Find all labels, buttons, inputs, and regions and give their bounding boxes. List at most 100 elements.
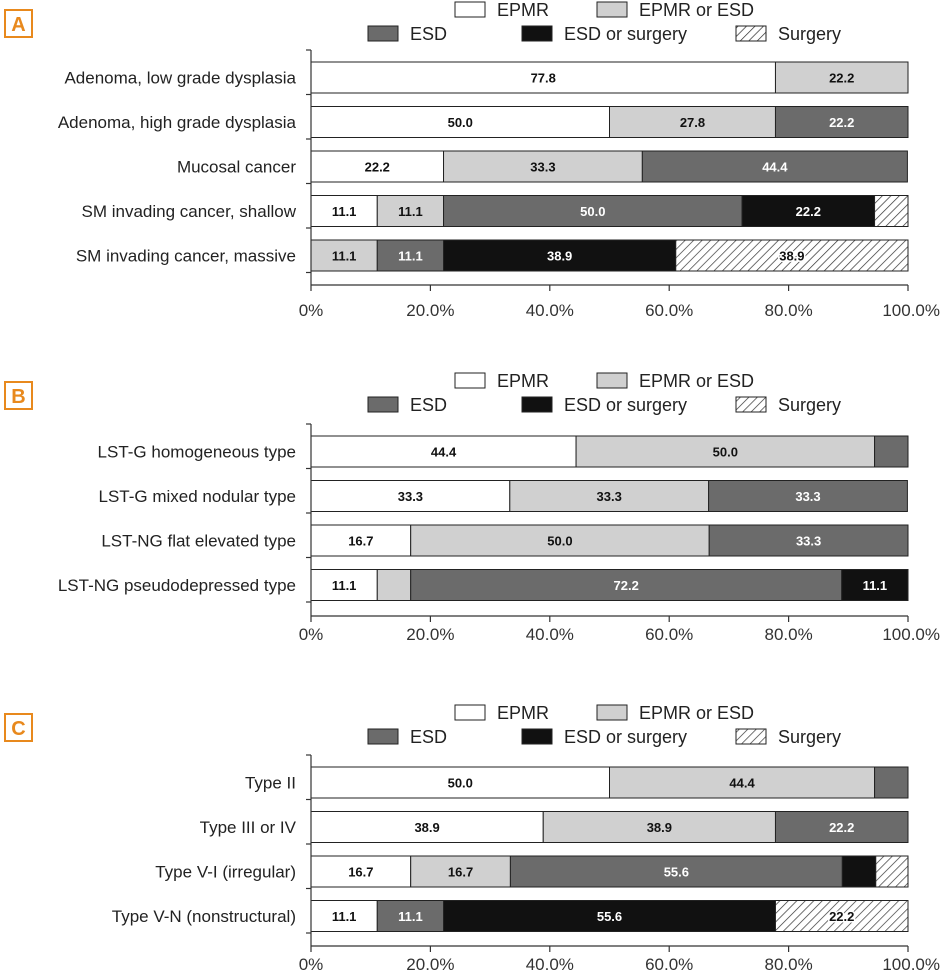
category-label: Type V-I (irregular) — [155, 863, 296, 882]
data-label: 72.2 — [614, 578, 639, 593]
x-tick-label: 40.0% — [526, 301, 574, 320]
x-tick-label: 100.0% — [882, 301, 940, 320]
legend-swatch-epmr-or-esd — [596, 704, 628, 721]
x-tick-label: 80.0% — [764, 625, 812, 644]
legend-label: ESD — [410, 727, 447, 747]
data-label: 44.4 — [762, 160, 788, 175]
data-label: 11.1 — [398, 249, 423, 264]
data-label: 11.1 — [332, 909, 357, 924]
legend-swatch-esd — [367, 25, 399, 42]
x-tick-label: 80.0% — [764, 301, 812, 320]
bar-segment-esd-or-surgery — [443, 900, 776, 932]
data-label: 33.3 — [795, 489, 820, 504]
legend: EPMR EPMR or ESD ESD ESD or surgery Surgery — [367, 703, 841, 747]
data-label: 22.2 — [829, 71, 854, 86]
bar-row: Mucosal cancer 22.2 33.3 44.4 — [177, 150, 908, 183]
data-label: 22.2 — [829, 820, 854, 835]
data-label: 11.1 — [398, 204, 423, 219]
legend-label: ESD or surgery — [564, 24, 687, 44]
bar-segment-epmr — [310, 569, 378, 601]
bar-segment-epmr — [310, 195, 378, 227]
category-label: Type V-N (nonstructural) — [112, 907, 296, 926]
x-tick-label: 40.0% — [526, 955, 574, 974]
bar-segment-epmr — [310, 61, 776, 94]
legend-swatch-esd-or-surgery — [521, 25, 553, 42]
bar-segment-epmr-or-esd — [310, 239, 378, 272]
data-label: 16.7 — [348, 865, 373, 880]
bar-segment-epmr — [310, 150, 445, 183]
data-label: 77.8 — [531, 71, 556, 86]
bar-row: SM invading cancer, massive 11.1 11.1 38.9 3… — [76, 239, 909, 272]
data-label: 44.4 — [729, 776, 755, 791]
x-tick-label: 0% — [299, 301, 324, 320]
x-tick-label: 20.0% — [406, 955, 454, 974]
category-label: Type II — [245, 774, 296, 793]
legend-swatch-epmr-or-esd — [596, 372, 628, 389]
data-label: 44.4 — [431, 445, 457, 460]
x-tick-label: 100.0% — [882, 625, 940, 644]
data-label: 11.1 — [332, 578, 357, 593]
bar-segment-epmr-or-esd — [609, 766, 876, 799]
x-tick-label: 20.0% — [406, 301, 454, 320]
legend-swatch-esd — [367, 396, 399, 413]
data-label: 22.2 — [829, 115, 854, 130]
bar-segment-esd — [874, 435, 909, 468]
category-label: Mucosal cancer — [177, 158, 296, 177]
bar-row: LST-NG pseudodepressed type 11.1 72.2 11.1 — [58, 569, 909, 601]
bar-segment-surgery — [874, 195, 909, 227]
legend-label: EPMR — [497, 703, 549, 723]
x-tick-label: 40.0% — [526, 625, 574, 644]
legend-label: EPMR — [497, 371, 549, 391]
data-label: 16.7 — [348, 534, 373, 549]
legend-swatch-epmr — [454, 372, 486, 389]
legend-swatch-esd-or-surgery — [521, 728, 553, 745]
bar-segment-esd-or-surgery — [841, 855, 877, 888]
bar-segment-esd — [708, 524, 909, 557]
data-label: 27.8 — [680, 115, 705, 130]
data-label: 55.6 — [597, 909, 622, 924]
bar-segment-esd — [641, 150, 908, 183]
bar-row: LST-G homogeneous type 44.4 50.0 — [98, 435, 909, 468]
bar-segment-esd-or-surgery — [443, 239, 677, 272]
legend-label: ESD — [410, 395, 447, 415]
legend-label: ESD or surgery — [564, 395, 687, 415]
data-label: 22.2 — [365, 160, 390, 175]
bar-segment-epmr-or-esd — [542, 811, 776, 843]
x-tick-label: 0% — [299, 625, 324, 644]
bar-segment-epmr — [310, 766, 610, 799]
x-tick-label: 0% — [299, 955, 324, 974]
legend-label: EPMR — [497, 0, 549, 20]
legend-label: EPMR or ESD — [639, 703, 754, 723]
category-label: LST-NG pseudodepressed type — [58, 576, 296, 595]
legend-label: Surgery — [778, 727, 841, 747]
bar-segment-esd-or-surgery — [841, 569, 909, 601]
bar-segment-epmr — [310, 524, 412, 557]
panel-letter-box — [4, 713, 33, 742]
legend: EPMR EPMR or ESD ESD ESD or surgery Surgery — [367, 0, 841, 44]
data-label: 16.7 — [448, 865, 473, 880]
bar-segment-esd — [443, 195, 743, 227]
legend-label: Surgery — [778, 395, 841, 415]
legend: EPMR EPMR or ESD ESD ESD or surgery Surgery — [367, 371, 841, 415]
legend-label: ESD — [410, 24, 447, 44]
bar-segment-surgery — [774, 900, 909, 932]
x-tick-label: 100.0% — [882, 955, 940, 974]
bar-segment-epmr-or-esd — [575, 435, 876, 468]
legend-swatch-surgery — [735, 728, 767, 745]
category-label: SM invading cancer, massive — [76, 247, 296, 266]
legend-swatch-surgery — [735, 25, 767, 42]
data-label: 11.1 — [863, 578, 888, 593]
bar-segment-epmr — [310, 480, 511, 512]
panel-letter: C — [11, 718, 25, 740]
bar-segment-esd — [708, 480, 908, 512]
data-label: 50.0 — [580, 204, 605, 219]
category-label: LST-NG flat elevated type — [101, 532, 296, 551]
data-label: 38.9 — [779, 249, 804, 264]
data-label: 50.0 — [713, 445, 738, 460]
data-label: 50.0 — [448, 776, 473, 791]
bar-row: Type II 50.0 44.4 — [245, 766, 909, 799]
panel-b: B EPMR EPMR or ESD ESD ESD or surgery Surgery… — [4, 371, 940, 644]
bar-row: LST-G mixed nodular type 33.3 33.3 33.3 — [99, 480, 908, 512]
category-label: LST-G homogeneous type — [98, 443, 296, 462]
